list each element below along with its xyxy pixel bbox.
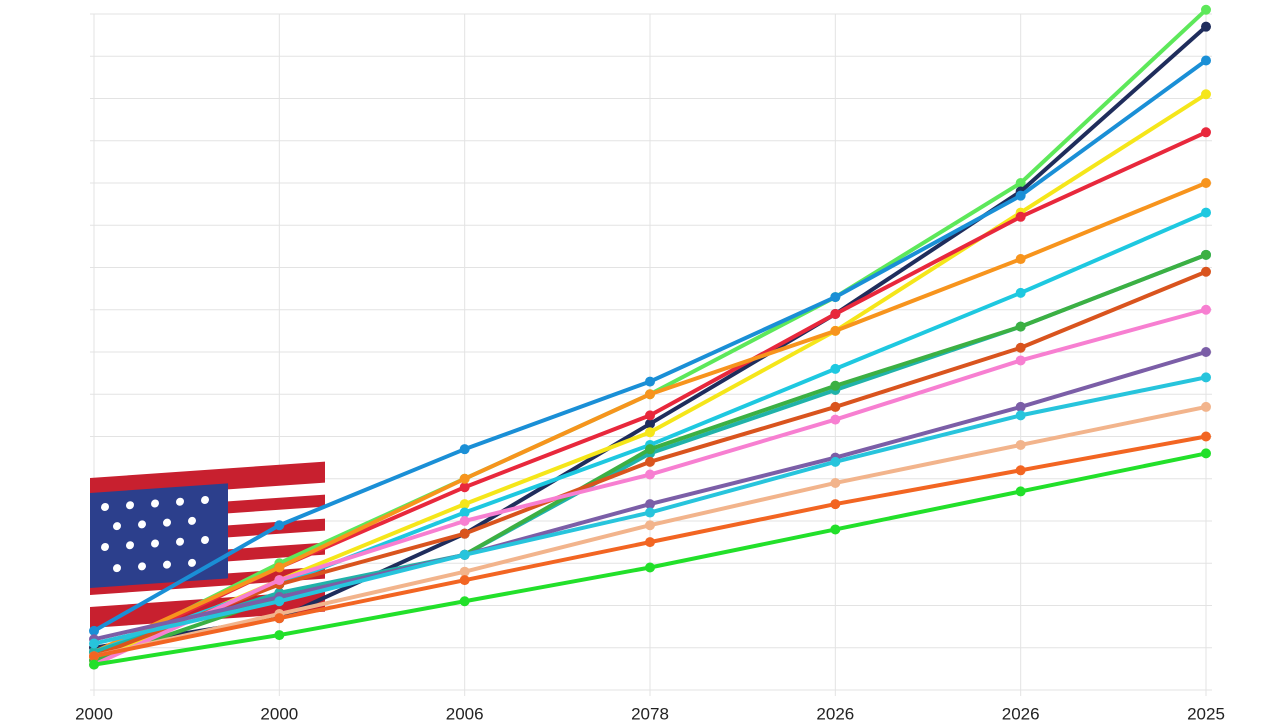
point [1201,372,1211,383]
point [1201,249,1211,260]
point [1201,127,1211,138]
point [459,516,470,526]
point [645,456,655,467]
point [830,363,841,374]
point [830,292,841,303]
x-tick-label: 2025 [1187,704,1225,720]
point [1015,401,1026,412]
point [645,520,655,531]
point [1015,287,1026,298]
point [830,401,841,412]
point [459,473,470,484]
point [830,477,841,488]
x-tick-label: 2006 [446,704,484,720]
point [459,566,470,577]
point [645,507,655,518]
lines [89,4,1211,670]
point [1015,254,1026,265]
point [459,482,470,493]
point [1015,465,1026,476]
point [1015,321,1026,332]
point [1015,439,1026,450]
point [1015,178,1026,188]
point [459,575,470,586]
point [274,575,285,586]
point [274,613,285,624]
point [459,499,470,510]
point [645,537,655,548]
point [830,325,841,336]
point [830,456,841,467]
point [1201,448,1211,459]
point [645,469,655,480]
point [645,410,655,421]
point [645,427,655,438]
point [645,376,655,387]
point [89,625,99,636]
point [645,444,655,455]
point [645,418,655,429]
point [1015,190,1026,201]
point [1015,410,1026,421]
point [459,549,470,560]
point [274,520,285,531]
point [1201,347,1211,357]
point [1201,304,1211,315]
point [1201,4,1211,15]
point [830,414,841,425]
x-tick-label: 2026 [816,704,854,720]
point [830,499,841,510]
point [89,638,99,649]
point [830,524,841,535]
point [1201,401,1211,412]
flag-stars [101,495,209,573]
x-tick-label: 2026 [1002,704,1040,720]
point [1015,342,1026,353]
point [89,659,99,670]
x-tick-label: 2000 [260,704,298,720]
point [1201,431,1211,442]
point [1201,266,1211,277]
point [1201,21,1211,32]
point [830,308,841,319]
point [459,528,470,539]
point [645,499,655,510]
point [1015,211,1026,222]
point [459,596,470,607]
point [1201,178,1211,188]
point [89,651,99,662]
point [459,444,470,455]
point [1015,355,1026,366]
x-tick-label: 2078 [631,704,669,720]
point [1201,89,1211,100]
point [645,562,655,573]
point [1201,55,1211,66]
x-tick-label: 2000 [75,704,113,720]
point [274,630,285,641]
point [274,562,285,573]
point [1201,207,1211,218]
point [1015,486,1026,497]
point [645,389,655,400]
point [830,380,841,391]
point [459,507,470,518]
point [274,596,285,607]
